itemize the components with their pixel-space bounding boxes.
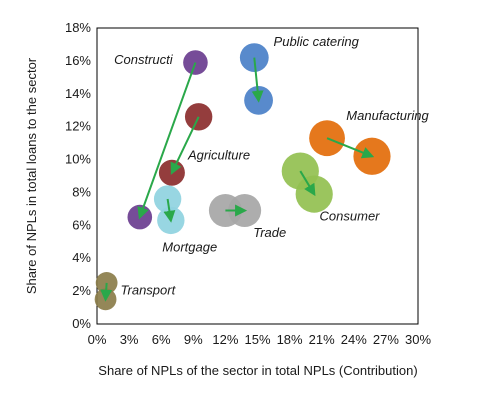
y-axis-title: Share of NPLs in total loans to the sect… [24,57,39,294]
series-annotation: Agriculture [187,148,250,163]
x-axis-title: Share of NPLs of the sector in total NPL… [98,363,417,378]
x-tick-label: 30% [405,332,431,347]
y-tick-label: 4% [72,250,91,265]
change-arrow [251,57,264,103]
y-tick-label: 8% [72,184,91,199]
change-arrow [163,198,176,223]
x-tick-label: 3% [120,332,139,347]
change-arrow [170,116,200,175]
x-tick-label: 0% [88,332,107,347]
x-tick-label: 27% [373,332,399,347]
y-tick-label: 0% [72,316,91,331]
y-tick-label: 14% [65,86,91,101]
annotation-layer: Constructi Public catering Manufacturing Ag… [114,34,429,297]
x-axis-ticks: 0% 3% 6% 9% 12% 15% 18% 21% 24% 27% 30% [88,332,432,347]
x-tick-label: 24% [341,332,367,347]
series-annotation: Manufacturing [346,108,429,123]
y-tick-label: 18% [65,20,91,35]
series-annotation: Constructi [114,52,174,67]
x-tick-label: 18% [277,332,303,347]
arrow-layer [100,57,375,302]
y-tick-label: 10% [65,152,91,167]
series-annotation: Transport [121,282,177,297]
y-tick-label: 2% [72,283,91,298]
y-axis-ticks: 0% 2% 4% 6% 8% 10% 12% 14% 16% 18% [65,20,91,331]
x-tick-label: 12% [212,332,238,347]
x-tick-label: 21% [309,332,335,347]
change-arrow [100,282,113,302]
series-annotation: Public catering [274,34,360,49]
y-tick-label: 12% [65,119,91,134]
x-tick-label: 15% [244,332,270,347]
bubble-layer [94,43,391,311]
series-annotation: Trade [253,225,286,240]
series-annotation: Mortgage [162,240,217,255]
y-tick-label: 16% [65,53,91,68]
x-tick-label: 6% [152,332,171,347]
plot-area-frame [96,27,419,325]
change-arrow [299,170,316,197]
x-tick-label: 9% [184,332,203,347]
y-tick-label: 6% [72,217,91,232]
change-arrow [326,137,375,159]
series-annotation: Consumer [320,208,381,223]
change-arrow [137,62,197,220]
